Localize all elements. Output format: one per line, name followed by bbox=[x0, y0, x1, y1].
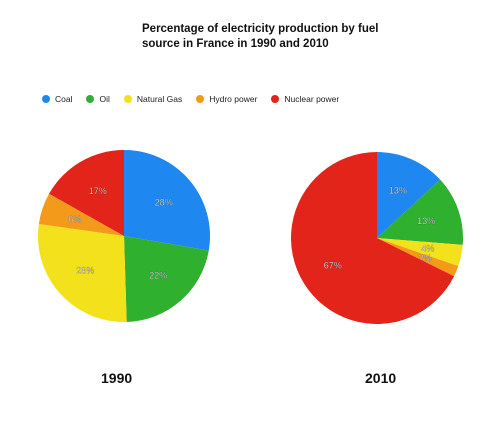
pie-label-1990: 1990 bbox=[101, 370, 133, 386]
legend-swatch-nuclear-power bbox=[271, 95, 280, 103]
legend-item-oil: Oil bbox=[86, 94, 110, 104]
legend-item-hydro-power: Hydro power bbox=[196, 94, 257, 104]
legend-item-coal: Coal bbox=[42, 94, 72, 104]
legend: Coal Oil Natural Gas Hydro power Nuclear… bbox=[42, 92, 353, 106]
pie-2010-slice-hydro-power bbox=[377, 238, 459, 277]
pie-2010-slice-oil bbox=[377, 179, 463, 245]
pie-chart-2010: 13% 13% 4%2% 67% bbox=[290, 152, 463, 325]
pie-2010-slice-natural-gas bbox=[377, 238, 463, 267]
pie-label-2010: 2010 bbox=[365, 370, 397, 386]
legend-label-oil: Oil bbox=[99, 94, 110, 104]
pie-1990-data-label-hydro-power: 6% bbox=[68, 214, 81, 224]
pie-2010-slice-coal bbox=[377, 152, 441, 238]
pie-1990-data-label-oil: 22% bbox=[149, 270, 167, 280]
pie-1990-slice-oil bbox=[124, 236, 209, 322]
legend-swatch-natural-gas bbox=[123, 95, 132, 103]
legend-label-coal: Coal bbox=[55, 94, 73, 104]
pie-2010-data-label-oil: 13% bbox=[417, 216, 435, 226]
legend-swatch-oil bbox=[86, 95, 95, 103]
legend-label-nuclear-power: Nuclear power bbox=[284, 94, 340, 104]
pie-1990-slice-hydro-power bbox=[38, 193, 124, 236]
legend-item-natural-gas: Natural Gas bbox=[123, 94, 183, 104]
pie-1990-data-label-coal: 28% bbox=[155, 198, 173, 208]
legend-swatch-hydro-power bbox=[196, 95, 205, 103]
pie-1990-slice-coal bbox=[124, 150, 210, 251]
pie-1990-slice-natural-gas bbox=[37, 224, 127, 322]
pie-1990-slice-nuclear-power bbox=[49, 150, 125, 236]
pie-1990-data-label-nuclear-power: 17% bbox=[89, 186, 107, 196]
legend-label-hydro-power: Hydro power bbox=[209, 94, 258, 104]
pie-1990-data-label-natural-gas: 28% bbox=[76, 266, 94, 276]
legend-swatch-coal bbox=[42, 95, 50, 103]
pie-chart-1990: 28% 22% 28% 6% 17% bbox=[37, 150, 210, 322]
pie-2010-data-label-hydro-power: 2% bbox=[418, 253, 431, 263]
pie-2010-data-label-natural-gas: 4% bbox=[421, 244, 434, 254]
legend-item-nuclear-power: Nuclear power bbox=[271, 94, 339, 104]
pie-2010-data-label-nuclear-power: 67% bbox=[324, 260, 342, 270]
pie-2010-data-label-coal: 13% bbox=[389, 185, 407, 195]
pie-2010-slice-nuclear-power bbox=[290, 152, 455, 325]
legend-label-natural-gas: Natural Gas bbox=[136, 94, 183, 104]
chart-title: Percentage of electricity production by … bbox=[142, 23, 379, 50]
